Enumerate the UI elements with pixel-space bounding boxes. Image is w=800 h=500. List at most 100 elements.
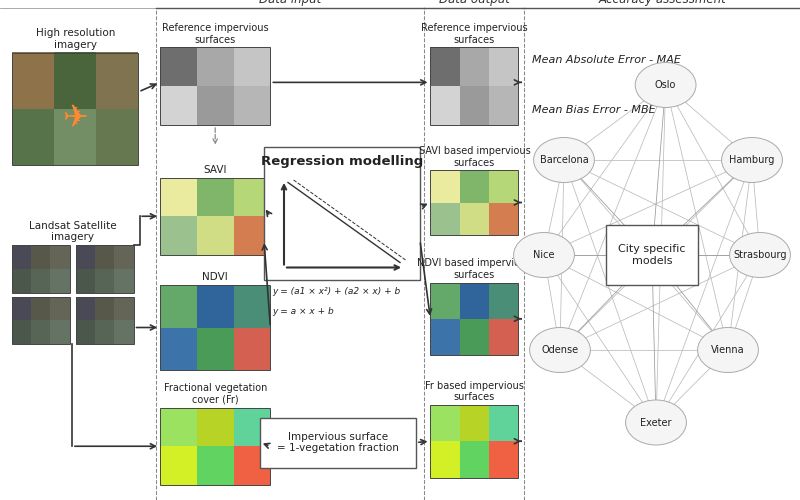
Text: ✈: ✈ [62,103,88,132]
Bar [76,296,95,320]
Bar [197,178,234,216]
Bar [489,202,518,235]
Bar [489,170,518,202]
Text: NDVI based impervious
surfaces: NDVI based impervious surfaces [418,258,531,280]
Bar [197,48,234,86]
Bar [12,296,31,320]
Bar [430,319,460,355]
Bar [197,446,234,485]
Bar [160,216,197,255]
Bar [197,285,234,328]
Text: Barcelona: Barcelona [540,155,588,165]
Text: Data input: Data input [259,0,321,6]
Bar [12,245,31,269]
Bar [260,418,416,468]
Bar [234,285,270,328]
Bar [95,320,114,344]
Bar [197,216,234,255]
Bar [160,86,197,125]
Bar [160,48,270,125]
Bar [430,282,460,319]
Bar [489,48,518,86]
Bar [160,178,197,216]
Bar [489,282,518,319]
Bar [264,148,420,280]
Text: Fr based impervious
surfaces: Fr based impervious surfaces [425,381,524,402]
Bar [31,296,50,320]
Bar [234,328,270,370]
Bar [160,48,197,86]
Ellipse shape [530,328,590,372]
Bar [114,296,134,320]
Bar [160,328,197,370]
Text: Mean Absolute Error - MAE: Mean Absolute Error - MAE [532,55,681,65]
Ellipse shape [635,62,696,108]
Ellipse shape [730,232,790,278]
Bar [12,52,138,165]
Bar [50,296,70,320]
Bar [430,405,518,477]
Bar [76,320,95,344]
Bar [95,245,114,269]
Bar [460,170,489,202]
Bar [76,245,134,292]
Bar [234,408,270,446]
Bar [430,282,518,355]
Bar [12,245,70,292]
Bar [12,320,31,344]
Text: Landsat Satellite
imagery: Landsat Satellite imagery [29,221,117,242]
Bar [234,86,270,125]
Text: SAVI based impervious
surfaces: SAVI based impervious surfaces [418,146,530,168]
Text: High resolution
imagery: High resolution imagery [35,28,115,50]
Text: Vienna: Vienna [711,345,745,355]
Bar [489,441,518,478]
Text: Strasbourg: Strasbourg [734,250,786,260]
Text: Accuracy assessment: Accuracy assessment [598,0,726,6]
Bar [430,202,460,235]
Bar [197,328,234,370]
Bar [76,269,95,292]
Ellipse shape [698,328,758,372]
Bar [31,269,50,292]
Bar [460,48,489,86]
Bar [430,441,460,478]
Text: NDVI: NDVI [202,272,228,282]
Text: Impervious surface
= 1-vegetation fraction: Impervious surface = 1-vegetation fracti… [277,432,399,454]
Bar [460,202,489,235]
Bar [460,86,489,125]
Text: SAVI: SAVI [203,165,227,175]
Bar [430,48,460,86]
Ellipse shape [722,138,782,182]
Text: Fractional vegetation
cover (Fr): Fractional vegetation cover (Fr) [163,384,267,405]
Bar [460,405,489,441]
Bar [95,296,114,320]
Bar [114,269,134,292]
Bar [234,446,270,485]
Text: Oslo: Oslo [655,80,676,90]
Bar [12,109,54,165]
Text: Nice: Nice [534,250,554,260]
Bar [76,296,134,344]
Text: Exeter: Exeter [640,418,672,428]
Bar [76,245,95,269]
Text: Odense: Odense [542,345,578,355]
Bar [430,86,460,125]
Bar [96,109,138,165]
Bar [489,86,518,125]
Text: Mean Bias Error - MBE: Mean Bias Error - MBE [532,105,656,115]
Ellipse shape [534,138,594,182]
Bar [12,52,54,108]
Bar [430,170,460,202]
Bar [95,269,114,292]
Bar [12,296,70,344]
Text: y = a × x + b: y = a × x + b [272,306,334,316]
Text: City specific
models: City specific models [618,244,686,266]
Text: y = (a1 × x²) + (a2 × x) + b: y = (a1 × x²) + (a2 × x) + b [272,288,400,296]
Bar [606,225,698,285]
Bar [50,320,70,344]
Bar [489,319,518,355]
Bar [160,446,197,485]
Bar [460,282,489,319]
Bar [12,269,31,292]
Bar [430,405,460,441]
